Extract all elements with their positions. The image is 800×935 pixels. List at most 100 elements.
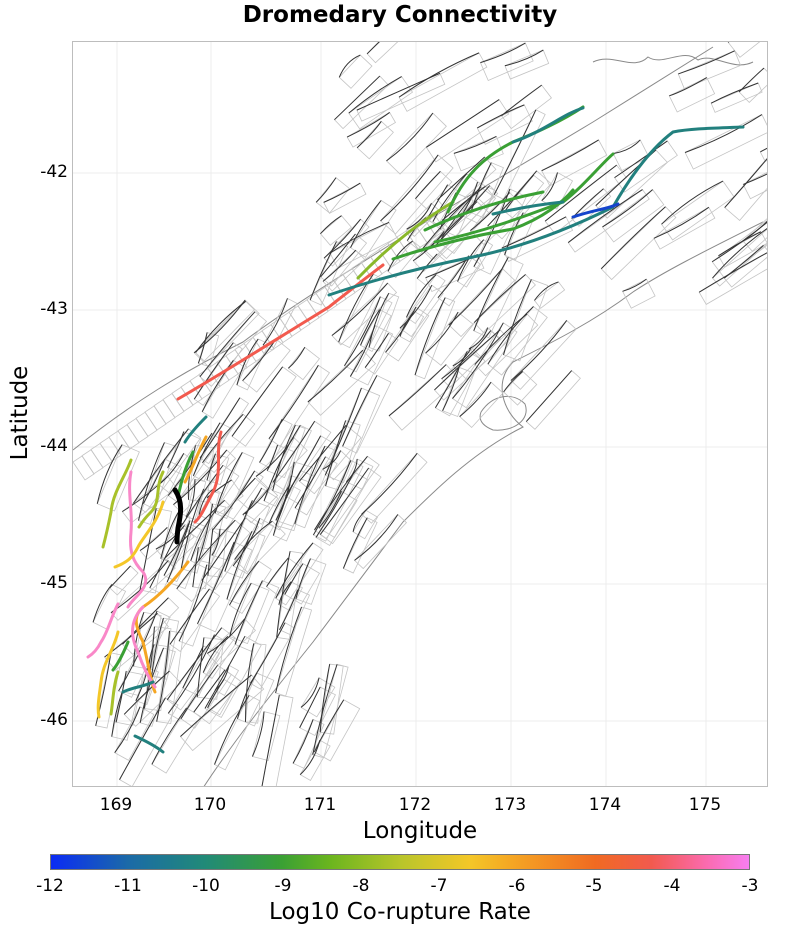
fault-trace [622, 278, 647, 292]
fault-patch [601, 189, 665, 243]
fault-trace [193, 342, 234, 400]
fault-patch [476, 104, 533, 145]
fault-trace [331, 282, 389, 336]
fault-trace [380, 154, 439, 222]
x-tick-label: 172 [398, 795, 432, 815]
fault-patch [213, 694, 261, 771]
otago-black-section [172, 487, 184, 545]
otago-section-16 [133, 734, 165, 754]
colorbar-tick-label: -12 [36, 876, 64, 896]
fault-patch [474, 313, 539, 377]
fault-trace [169, 588, 210, 645]
fault-trace [366, 42, 380, 55]
fault-patch [201, 359, 245, 419]
fault-patch [196, 541, 253, 633]
fault-trace [309, 241, 337, 301]
fault-patch [684, 114, 767, 170]
fault-trace [197, 541, 235, 625]
fault-patch [457, 239, 494, 288]
map-plot-area[interactable] [72, 41, 768, 787]
x-axis-label: Longitude [362, 818, 478, 844]
fault-trace [96, 444, 123, 504]
fault-patch [425, 311, 474, 366]
fault-trace [234, 580, 263, 645]
fault-trace [232, 518, 261, 567]
fault-trace [414, 297, 446, 376]
fault-patch [349, 325, 394, 386]
fault-trace [307, 349, 364, 403]
fault-trace [346, 458, 358, 483]
fault-trace [259, 418, 283, 463]
banks-peninsula [479, 396, 527, 431]
fault-patch [323, 218, 370, 267]
otago-section-13 [111, 640, 130, 672]
fault-patch [468, 327, 501, 361]
fault-patch [268, 364, 330, 447]
fault-patch [461, 181, 497, 225]
fault-trace [190, 510, 216, 561]
fault-trace [198, 503, 214, 561]
alpine-fault-patch [126, 417, 149, 444]
fault-trace [122, 476, 168, 512]
fault-trace [212, 470, 256, 531]
fault-patch [711, 220, 767, 279]
fault-patch [167, 431, 202, 477]
fault-trace [294, 445, 326, 524]
fault-patch [331, 282, 398, 346]
fault-patch [398, 52, 488, 112]
fault-patch [234, 580, 280, 652]
fault-trace [473, 274, 526, 323]
fault-trace [204, 636, 246, 709]
x-tick-label: 169 [99, 795, 133, 815]
fault-trace [192, 547, 199, 587]
fault-patch [503, 370, 538, 406]
fault-patch [224, 499, 271, 579]
fault-trace [434, 351, 468, 409]
y-tick-label: -42 [40, 162, 68, 182]
fault-trace [338, 273, 374, 343]
fault-trace [344, 296, 381, 367]
fault-patch [206, 618, 257, 666]
fault-trace [364, 333, 389, 368]
fault-patch [118, 610, 171, 698]
fault-trace [441, 185, 486, 221]
alpine-fault-patch [99, 436, 122, 462]
fault-patch [322, 449, 353, 481]
fault-patch [453, 135, 504, 172]
fault-patch [190, 509, 234, 570]
fault-patch [193, 342, 243, 406]
fault-patch [442, 366, 475, 418]
fault-patch [294, 445, 336, 529]
colorbar-tick-label: -6 [508, 876, 526, 896]
fault-patch [139, 647, 176, 727]
fault-trace [211, 528, 221, 556]
fault-patch [385, 112, 447, 175]
fault-trace [207, 618, 246, 654]
fault-trace [710, 82, 759, 104]
fault-patch [660, 180, 735, 241]
fault-trace [711, 221, 767, 263]
fault-trace [294, 456, 326, 509]
fault-patch [338, 273, 385, 349]
fault-patch [149, 644, 171, 679]
hanmer-section [491, 200, 565, 216]
fault-trace [262, 298, 288, 346]
otago-section-10 [131, 605, 157, 689]
fault-trace [323, 218, 361, 259]
fault-trace [195, 300, 247, 353]
fault-trace [356, 72, 441, 111]
fault-trace [322, 450, 342, 470]
fault-patch [151, 707, 202, 774]
fault-patch [338, 54, 373, 89]
otago-section-4 [183, 415, 208, 444]
fault-patch [352, 509, 379, 540]
fault-patch [710, 82, 763, 113]
fault-trace [338, 54, 361, 78]
fault-patch [613, 140, 678, 193]
alpine-fault-north-section [356, 200, 455, 280]
fault-trace [202, 636, 229, 673]
fault-trace [192, 422, 221, 476]
fault-trace [356, 121, 382, 149]
fault-trace [275, 542, 314, 599]
fault-trace [166, 627, 223, 701]
